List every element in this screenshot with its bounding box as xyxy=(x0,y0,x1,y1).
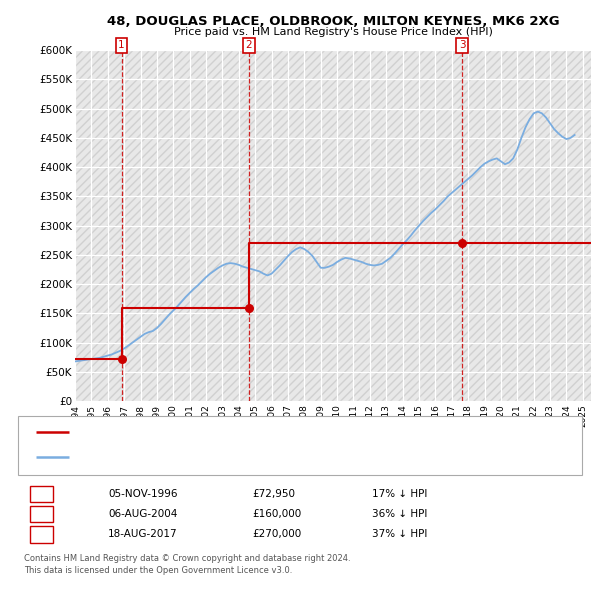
Text: 05-NOV-1996: 05-NOV-1996 xyxy=(108,489,178,499)
Text: £72,950: £72,950 xyxy=(252,489,295,499)
Text: Contains HM Land Registry data © Crown copyright and database right 2024.: Contains HM Land Registry data © Crown c… xyxy=(24,555,350,563)
Text: £160,000: £160,000 xyxy=(252,509,301,519)
Text: 06-AUG-2004: 06-AUG-2004 xyxy=(108,509,178,519)
Point xyxy=(244,303,253,312)
Text: 48, DOUGLAS PLACE, OLDBROOK, MILTON KEYNES, MK6 2XG (detached house): 48, DOUGLAS PLACE, OLDBROOK, MILTON KEYN… xyxy=(77,428,464,437)
Text: HPI: Average price, detached house, Milton Keynes: HPI: Average price, detached house, Milt… xyxy=(77,453,326,462)
Text: 36% ↓ HPI: 36% ↓ HPI xyxy=(372,509,427,519)
Text: Price paid vs. HM Land Registry's House Price Index (HPI): Price paid vs. HM Land Registry's House … xyxy=(173,27,493,37)
Text: £270,000: £270,000 xyxy=(252,529,301,539)
Text: 2: 2 xyxy=(245,40,252,50)
Text: 17% ↓ HPI: 17% ↓ HPI xyxy=(372,489,427,499)
Text: 48, DOUGLAS PLACE, OLDBROOK, MILTON KEYNES, MK6 2XG: 48, DOUGLAS PLACE, OLDBROOK, MILTON KEYN… xyxy=(107,15,559,28)
Text: 18-AUG-2017: 18-AUG-2017 xyxy=(108,529,178,539)
Text: 37% ↓ HPI: 37% ↓ HPI xyxy=(372,529,427,539)
Text: This data is licensed under the Open Government Licence v3.0.: This data is licensed under the Open Gov… xyxy=(24,566,292,575)
Text: 1: 1 xyxy=(38,489,45,499)
Text: 3: 3 xyxy=(459,40,466,50)
Text: 2: 2 xyxy=(38,509,45,519)
Point xyxy=(117,354,127,363)
Point xyxy=(457,238,467,248)
Text: 3: 3 xyxy=(38,529,45,539)
Text: 1: 1 xyxy=(118,40,125,50)
